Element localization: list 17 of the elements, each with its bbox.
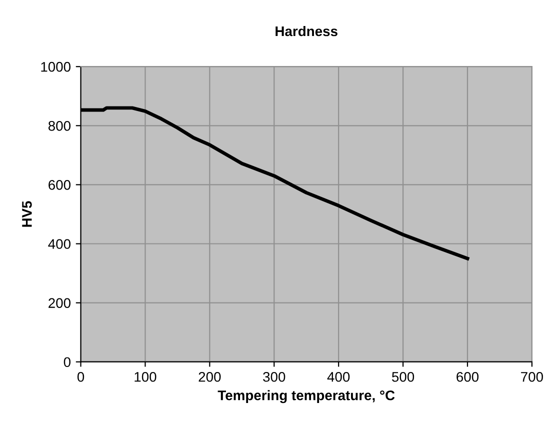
x-tick-label: 500 — [392, 372, 414, 382]
y-tick-label: 0 — [64, 357, 70, 368]
x-tick-label: 200 — [198, 372, 221, 382]
y-tick-label: 600 — [48, 180, 70, 190]
y-tick-label: 200 — [48, 298, 70, 308]
x-tick-label: 300 — [263, 372, 286, 382]
x-tick-label: 700 — [521, 372, 543, 382]
x-tick-label: 100 — [134, 372, 156, 382]
x-tick-label: 400 — [327, 372, 350, 382]
y-tick-label: 1000 — [41, 62, 71, 72]
y-tick-label: 800 — [48, 120, 70, 131]
x-tick-label: 0 — [77, 372, 84, 382]
x-axis-title: Tempering temperature, °C — [218, 390, 395, 404]
y-tick-label: 400 — [48, 239, 70, 249]
chart-title: Hardness — [276, 26, 338, 36]
y-axis-title: HV5 — [22, 201, 32, 227]
x-tick-label: 600 — [456, 372, 479, 382]
